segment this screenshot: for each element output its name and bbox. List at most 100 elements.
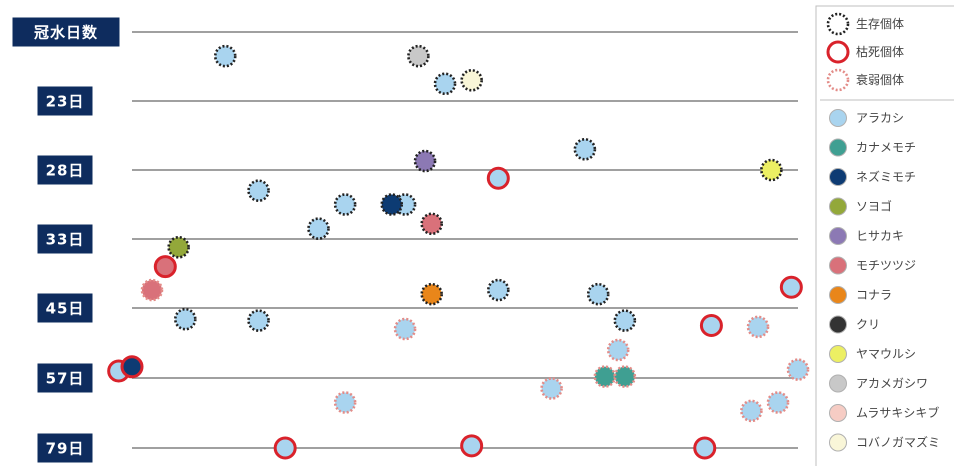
legend-swatch xyxy=(829,315,847,334)
marker-ring xyxy=(740,399,763,423)
data-point xyxy=(393,317,417,341)
legend-item: アラカシ xyxy=(829,109,904,127)
legend-swatch xyxy=(829,404,847,422)
marker-ring xyxy=(460,434,484,458)
legend-item: ネズミモチ xyxy=(829,168,916,186)
marker-ring xyxy=(420,282,444,306)
legend-swatch xyxy=(829,345,847,363)
data-point xyxy=(307,217,330,240)
legend-item: アカメガシワ xyxy=(829,374,928,393)
legend-swatch xyxy=(829,109,847,127)
marker-ring xyxy=(826,68,850,92)
data-point xyxy=(746,315,770,339)
data-point xyxy=(486,278,510,302)
legend-label: 生存個体 xyxy=(856,17,904,31)
category-label: 45日 xyxy=(36,292,94,324)
marker-ring xyxy=(153,255,177,279)
data-point xyxy=(786,358,810,381)
marker-ring xyxy=(746,315,770,339)
data-point xyxy=(573,138,597,161)
legend-swatch xyxy=(829,256,847,275)
category-label-text: 28日 xyxy=(46,162,85,180)
legend-label: ムラサキシキブ xyxy=(856,405,939,420)
legend-marker xyxy=(826,40,850,64)
category-label-text: 79日 xyxy=(46,440,85,458)
legend-swatch xyxy=(829,138,847,157)
legend-label: ヤマウルシ xyxy=(856,347,916,361)
marker-ring xyxy=(380,193,404,216)
legend-marker xyxy=(826,12,850,36)
marker-ring xyxy=(486,166,510,190)
legend-item: 衰弱個体 xyxy=(826,68,904,92)
category-label: 79日 xyxy=(36,432,94,464)
marker-ring xyxy=(420,212,444,236)
marker-ring xyxy=(213,44,237,68)
legend-label: ヒサカキ xyxy=(856,229,904,243)
data-point xyxy=(120,355,144,379)
data-point xyxy=(407,44,430,68)
data-point xyxy=(247,309,270,332)
marker-ring xyxy=(593,365,617,388)
data-point xyxy=(766,391,790,414)
legend-item: コバノガマズミ xyxy=(829,433,940,452)
legend-marker xyxy=(826,68,850,92)
marker-ring xyxy=(307,217,330,240)
marker-ring xyxy=(140,278,164,302)
category-label: 23日 xyxy=(36,85,94,117)
data-point xyxy=(586,282,610,306)
marker-ring xyxy=(167,235,190,259)
data-point xyxy=(333,193,357,216)
marker-ring xyxy=(573,138,597,161)
data-point xyxy=(460,69,483,92)
legend-label: アラカシ xyxy=(856,111,904,125)
data-point xyxy=(247,179,270,202)
category-label: 57日 xyxy=(36,362,94,394)
marker-ring xyxy=(586,282,610,306)
marker-ring xyxy=(693,436,717,460)
legend: 生存個体枯死個体衰弱個体アラカシカナメモチネズミモチソヨゴヒサカキモチツツジコナ… xyxy=(815,5,954,466)
data-point xyxy=(167,235,190,259)
category-label-box xyxy=(11,16,121,48)
legend-swatch xyxy=(829,286,847,304)
marker-ring xyxy=(699,314,723,337)
data-point xyxy=(540,377,563,400)
legend-swatch xyxy=(829,168,847,186)
legend-item: ヒサカキ xyxy=(829,227,904,245)
data-point xyxy=(273,436,297,460)
data-point xyxy=(486,166,510,190)
legend-item: 枯死個体 xyxy=(826,40,904,64)
category-label-text: 33日 xyxy=(46,231,85,249)
marker-ring xyxy=(606,338,630,362)
category-label-text: 57日 xyxy=(46,370,85,388)
data-point xyxy=(213,44,237,68)
legend-label: 枯死個体 xyxy=(856,44,904,59)
data-point xyxy=(433,72,457,96)
marker-ring xyxy=(613,365,637,388)
marker-ring xyxy=(407,44,430,68)
legend-item: クリ xyxy=(829,315,880,334)
category-label-box xyxy=(36,432,94,464)
category-label: 28日 xyxy=(36,154,94,186)
legend-label: カナメモチ xyxy=(856,141,916,155)
data-point xyxy=(613,365,637,388)
data-point xyxy=(173,307,197,331)
legend-label: ネズミモチ xyxy=(856,169,916,184)
marker-ring xyxy=(779,275,803,299)
legend-label: アカメガシワ xyxy=(856,377,928,391)
data-point xyxy=(613,309,637,332)
marker-ring xyxy=(433,72,457,96)
category-label-box xyxy=(36,154,94,186)
data-point xyxy=(699,314,723,337)
marker-ring xyxy=(393,317,417,341)
legend-item: ムラサキシキブ xyxy=(829,404,939,422)
legend-item: 生存個体 xyxy=(826,12,904,36)
marker-ring xyxy=(826,40,850,64)
marker-ring xyxy=(333,391,357,414)
data-point xyxy=(606,338,630,362)
data-point xyxy=(760,158,783,182)
data-point xyxy=(693,436,717,460)
category-label-box xyxy=(36,362,94,394)
marker-ring xyxy=(273,436,297,460)
